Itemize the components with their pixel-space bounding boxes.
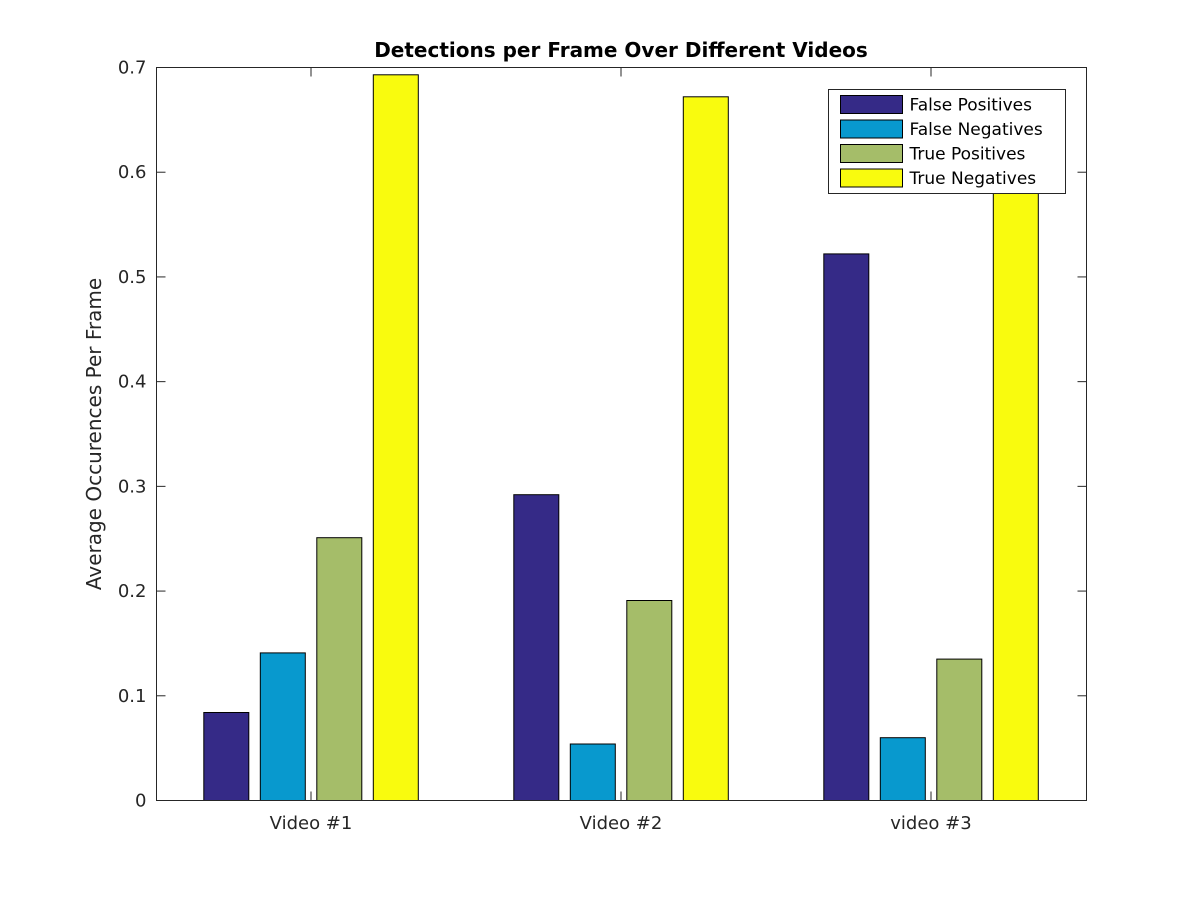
y-tick-label: 0.4 [118, 372, 147, 393]
x-tick-label: Video #1 [270, 813, 353, 834]
legend-label: False Positives [910, 96, 1033, 116]
y-tick-label: 0.7 [118, 58, 147, 79]
bar-true-positives-3 [936, 658, 983, 801]
bar-true-negatives-1 [372, 74, 419, 802]
bar-false-positives-3 [823, 253, 870, 801]
legend-label: True Positives [909, 145, 1026, 165]
y-tick-label: 0.2 [118, 581, 147, 602]
y-tick-label: 0.5 [118, 267, 147, 288]
bar-false-positives-2 [513, 494, 560, 801]
chart-title: Detections per Frame Over Different Vide… [374, 38, 868, 62]
x-tick-label: Video #2 [580, 813, 663, 834]
y-tick-label: 0.3 [118, 476, 147, 497]
legend-swatch [840, 144, 903, 163]
bar-true-positives-1 [316, 537, 363, 801]
y-tick-label: 0 [135, 791, 146, 812]
y-tick-label: 0.6 [118, 162, 147, 183]
legend-label: True Negatives [909, 169, 1037, 189]
bar-false-negatives-2 [569, 743, 616, 801]
legend: False Positives False Negatives True Posit… [828, 89, 1066, 194]
ticks-layer: 0 0.1 0.2 0.3 0.4 0.5 0.6 0.7 Video #1 Video #2 vi… [118, 58, 1087, 834]
bar-false-negatives-3 [879, 737, 926, 802]
legend-swatch [840, 95, 903, 114]
x-tick-label: video #3 [890, 813, 971, 834]
bar-true-negatives-3 [992, 187, 1039, 801]
bar-true-negatives-2 [682, 96, 729, 802]
legend-label: False Negatives [910, 120, 1043, 140]
legend-swatch [840, 119, 903, 139]
bar-false-negatives-1 [259, 652, 306, 802]
legend-swatch [840, 168, 903, 188]
bar-true-positives-2 [626, 600, 673, 801]
y-axis-label: Average Occurences Per Frame [82, 278, 106, 590]
bars-layer [203, 74, 1039, 802]
y-tick-label: 0.1 [118, 686, 147, 707]
bar-false-positives-1 [203, 712, 250, 801]
